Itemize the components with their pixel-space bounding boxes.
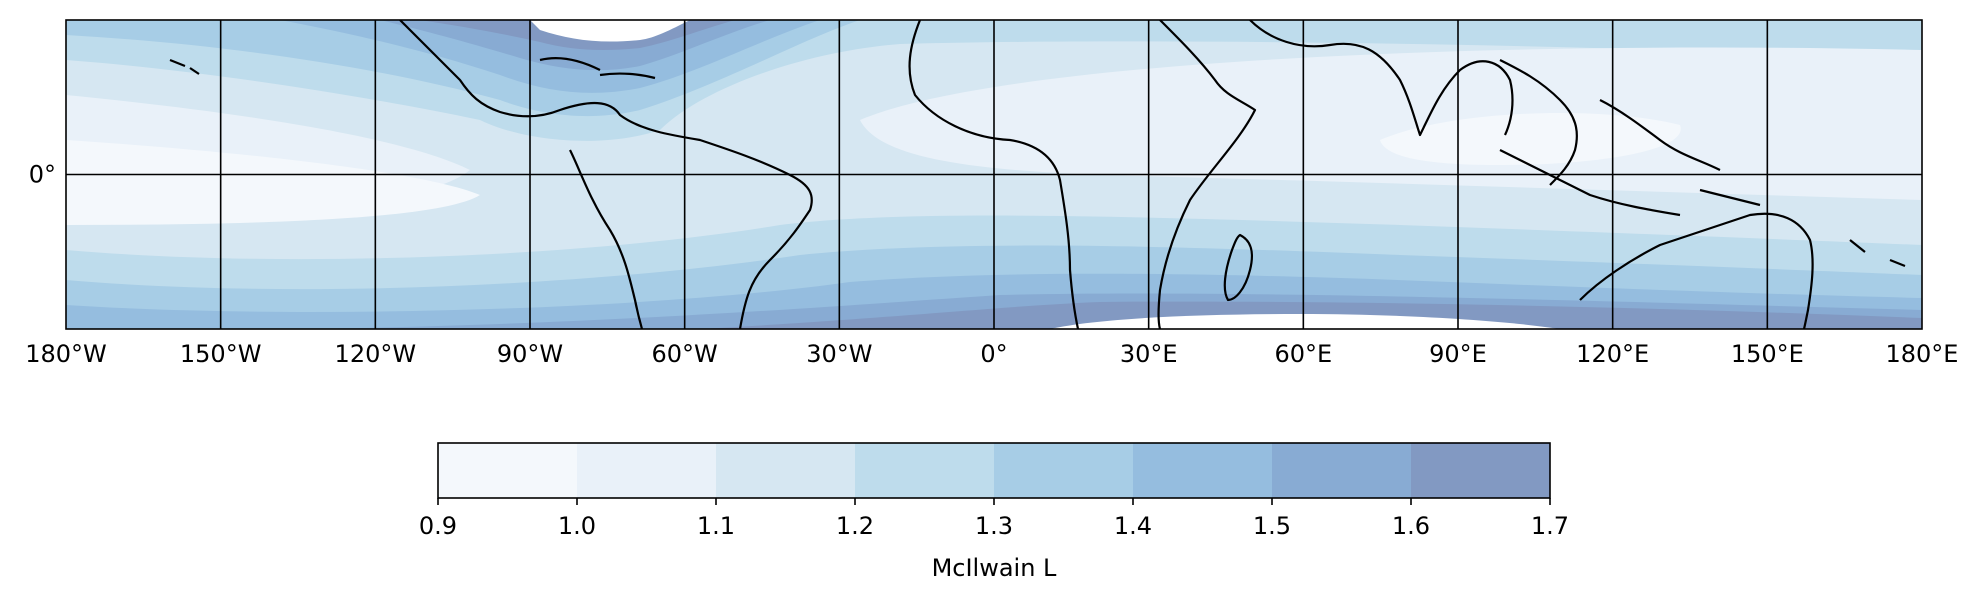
x-tick-label: 150°E (1731, 340, 1804, 368)
contour-band-1.0-1.1-east (860, 47, 1922, 200)
colorbar: 0.9 1.0 1.1 1.2 1.3 1.4 1.5 1.6 1.7 McIlwain L (419, 442, 1569, 582)
coastline-pacific-islands (1849, 239, 1906, 268)
contour-band-0.9-1.0-east (1380, 113, 1681, 165)
colorbar-tick-label: 1.7 (1531, 512, 1569, 540)
colorbar-tick-label: 1.5 (1253, 512, 1291, 540)
colorbar-swatch (855, 443, 994, 498)
colorbar-tick-label: 1.4 (1114, 512, 1152, 540)
x-tick-label: 120°E (1576, 340, 1649, 368)
colorbar-ticks: 0.9 1.0 1.1 1.2 1.3 1.4 1.5 1.6 1.7 (419, 498, 1569, 540)
coastline-arabia-india (1249, 20, 1514, 137)
y-tick-labels: 0° (29, 161, 56, 189)
coastline-australia (1579, 212, 1814, 329)
y-tick-label: 0° (29, 161, 56, 189)
contour-gap-south (1050, 314, 1560, 329)
map-frame (65, 19, 1923, 330)
x-tick-label: 0° (980, 340, 1007, 368)
colorbar-swatch (716, 443, 855, 498)
colorbar-swatch (438, 443, 577, 498)
colorbar-label: McIlwain L (932, 554, 1057, 582)
x-tick-label: 120°W (335, 340, 417, 368)
coastline-indonesia (1499, 149, 1761, 217)
colorbar-swatch (994, 443, 1133, 498)
x-tick-label: 30°E (1120, 340, 1178, 368)
contour-band-0.9-1.0-west (66, 140, 480, 225)
coastline-africa-east (1157, 20, 1257, 329)
coastline-caribbean (539, 56, 656, 80)
coastline-americas-pacific (569, 149, 644, 329)
colorbar-tick-label: 1.0 (558, 512, 596, 540)
colorbar-tick-label: 1.2 (836, 512, 874, 540)
colorbar-swatch (1411, 443, 1550, 498)
x-tick-label: 150°W (180, 340, 262, 368)
colorbar-tick-label: 1.1 (697, 512, 735, 540)
coastline-southeast-asia (1499, 59, 1721, 186)
colorbar-swatch (1133, 443, 1272, 498)
x-tick-label: 30°W (806, 340, 872, 368)
x-tick-label: 90°W (497, 340, 563, 368)
colorbar-tick-label: 0.9 (419, 512, 457, 540)
coastline-madagascar (1223, 233, 1254, 302)
x-tick-label: 180°W (25, 340, 107, 368)
colorbar-tick-label: 1.6 (1392, 512, 1430, 540)
coastline-hawaii (169, 58, 200, 75)
x-tick-labels: 180°W 150°W 120°W 90°W 60°W 30°W 0° 30°E 60°E 90°… (25, 340, 1958, 368)
gridlines (66, 20, 1922, 329)
colorbar-swatch (577, 443, 716, 498)
colorbar-swatches (438, 443, 1550, 498)
coastline-africa (908, 20, 1080, 329)
coastline-americas (399, 20, 813, 329)
x-tick-label: 90°E (1429, 340, 1487, 368)
x-tick-label: 60°E (1274, 340, 1332, 368)
contour-gap-north (530, 20, 690, 42)
x-tick-label: 180°E (1886, 340, 1959, 368)
colorbar-swatch (1272, 443, 1411, 498)
map-axes (65, 19, 1923, 330)
colorbar-tick-label: 1.3 (975, 512, 1013, 540)
coastlines (169, 20, 1906, 329)
x-tick-label: 60°W (652, 340, 718, 368)
